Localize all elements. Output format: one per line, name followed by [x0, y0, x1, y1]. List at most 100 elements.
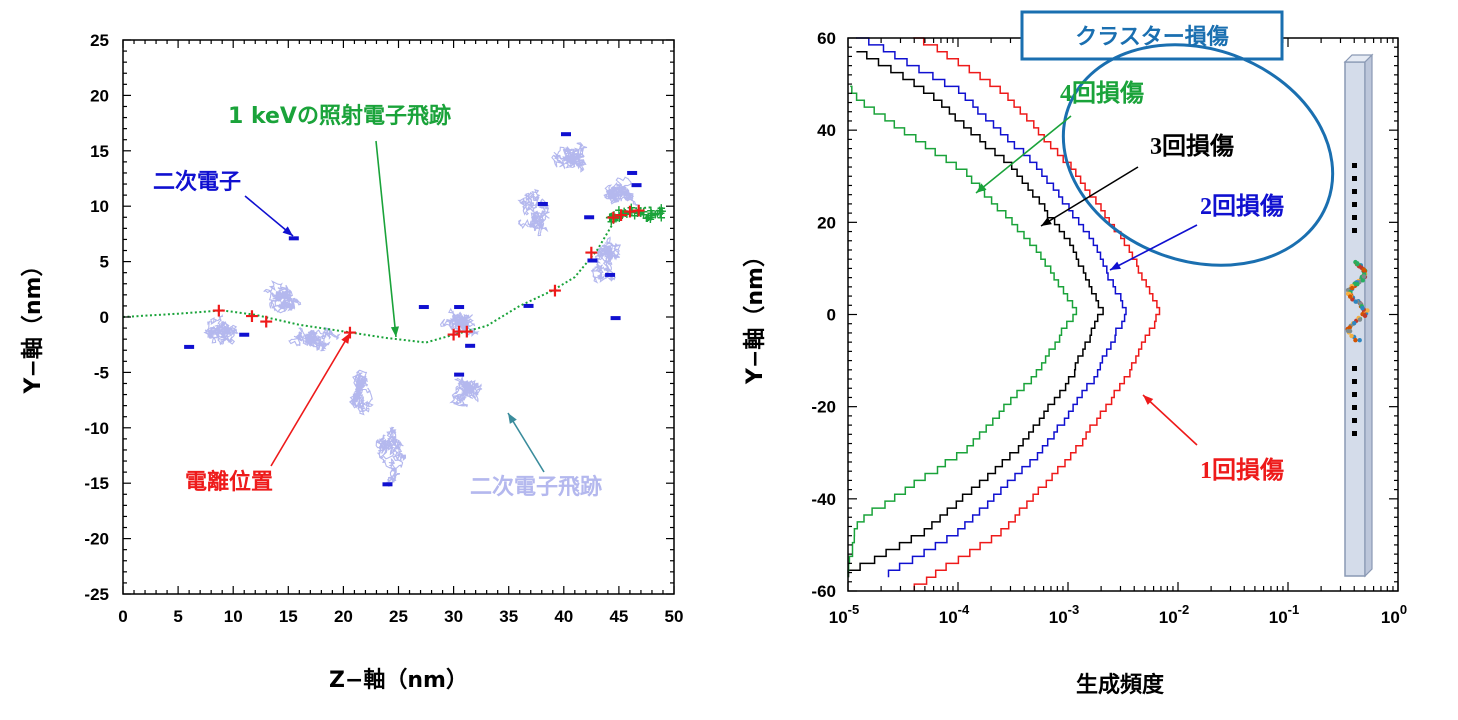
markers: + +++ +++++++++ [184, 132, 647, 487]
dna-atom [1361, 274, 1367, 279]
ionization-point: + [547, 279, 563, 301]
y-tick-label: 25 [90, 31, 109, 50]
dna-atom [1355, 261, 1360, 267]
ionization-point: + [622, 201, 638, 223]
primary-ionization-mark: + [656, 201, 666, 215]
ionization-point: + [451, 320, 467, 342]
primary-ionization-mark: + [611, 211, 621, 225]
primary-ionization-mark: + [618, 207, 628, 221]
x-tick-base: 10 [1049, 608, 1068, 627]
primary-ionization-mark: + [615, 209, 625, 223]
secondary-electron-endpoint [610, 316, 621, 321]
ionization-point: + [605, 206, 621, 228]
primary-ionization-mark: + [605, 210, 615, 224]
right-chart-axes: 10-5 10-4 10-3 10-2 10-1 1006040200-20-40-60生… [742, 29, 1407, 698]
primary-ionization-mark: + [634, 205, 644, 219]
series-1-arrow-line [1142, 394, 1198, 446]
series-3-line [847, 51, 1104, 578]
primary-ionization-mark: + [625, 205, 635, 219]
x-tick-base: 10 [1159, 608, 1178, 627]
secondary-track-cluster [263, 280, 302, 314]
cluster-damage-banner [1020, 10, 1284, 61]
secondary-electron-arrow-head [282, 226, 293, 236]
x-tick-label: 10-5 [829, 602, 859, 627]
x-tick-base: 10 [939, 608, 958, 627]
secondary-track-cluster [375, 426, 407, 487]
secondary-electron-endpoint [561, 132, 572, 137]
secondary-track-cluster [590, 236, 621, 284]
series-4-label: 4回損傷 [1060, 79, 1144, 107]
secondary-electron-endpoint [587, 258, 598, 263]
secondary-track-cluster [203, 313, 239, 346]
series-1-arrow-head [1143, 395, 1154, 405]
secondary-electron-label: 二次電子 [153, 169, 241, 195]
dna-dot [1352, 202, 1357, 207]
y-tick-label: -60 [811, 582, 836, 601]
primary-ionization-mark: + [632, 206, 642, 220]
primary-ionization-mark: + [652, 207, 662, 221]
dna-atom [1353, 337, 1358, 343]
ionization-point: + [258, 310, 274, 332]
y-tick-label: 0 [100, 308, 109, 327]
series-2-label: 2回損傷 [1200, 192, 1284, 220]
ionization-label: 電離位置 [185, 469, 273, 495]
secondary-electron-endpoint [631, 183, 642, 188]
dna-atom [1361, 267, 1366, 272]
secondary-track-cluster [603, 176, 640, 207]
primary-ionization-mark: + [614, 203, 624, 217]
x-tick-exponent: -4 [958, 602, 970, 617]
x-axis-title: Z−軸（nm） [329, 667, 468, 693]
dna-atom [1360, 306, 1365, 311]
secondary-track-cluster [439, 307, 480, 338]
primary-ionization-mark: + [634, 206, 644, 220]
y-tick-label: 10 [90, 197, 109, 216]
x-tick-label: 30 [444, 607, 463, 626]
primary-ionization-mark: + [636, 206, 646, 220]
y-tick-label: 40 [817, 121, 836, 140]
primary-ionization-mark: + [647, 208, 657, 222]
cluster-damage-ellipse [1061, 43, 1335, 267]
secondary-track-arrow-head [508, 413, 517, 424]
dna-atom [1347, 294, 1353, 299]
x-tick-exponent: 0 [1400, 602, 1407, 617]
secondary-electron-endpoint [454, 372, 465, 377]
series-2-arrow-head [1110, 261, 1121, 270]
dna-atom [1352, 320, 1357, 326]
primary-ionization-mark: + [646, 210, 656, 224]
ionization-point: + [583, 242, 599, 264]
secondary-electron-endpoint [184, 344, 195, 349]
dna-atom [1357, 317, 1363, 322]
primary-ionization-mark: + [605, 210, 615, 224]
series-4-arrow-line [975, 115, 1072, 194]
x-tick-label: 40 [554, 607, 573, 626]
dna-dot [1352, 215, 1357, 220]
series-4-arrow-head [976, 183, 987, 193]
dna-atom [1349, 285, 1355, 291]
dna-dot [1352, 163, 1357, 168]
secondary-electron-endpoint [537, 201, 548, 206]
secondary-electron-endpoint [288, 236, 299, 241]
dna-dot [1352, 418, 1357, 423]
primary-label-arrow-head [390, 326, 400, 337]
series-1-label: 1回損傷 [1200, 456, 1284, 484]
secondary-electron-endpoint [523, 303, 534, 308]
x-tick-label: 45 [609, 607, 628, 626]
secondary-track-cluster [288, 327, 341, 352]
primary-ionization-mark: + [607, 210, 617, 224]
ionization-point: + [244, 305, 260, 327]
damage-frequency-series [847, 37, 1161, 591]
dna-dot [1352, 176, 1357, 181]
y-tick-label: -10 [84, 419, 109, 438]
secondary-electron-arrow-line [244, 195, 294, 237]
y-tick-label: -25 [84, 585, 109, 604]
y-tick-label: -5 [94, 363, 109, 382]
dna-atom [1347, 325, 1352, 330]
y-tick-label: -20 [811, 398, 836, 417]
secondary-electron-endpoint [584, 215, 595, 220]
primary-ionization-mark: + [627, 205, 637, 219]
secondary-electron-endpoint [239, 332, 250, 337]
x-tick-base: 10 [1269, 608, 1288, 627]
dna-dot [1352, 392, 1357, 397]
primary-ionization-mark: + [657, 204, 667, 218]
